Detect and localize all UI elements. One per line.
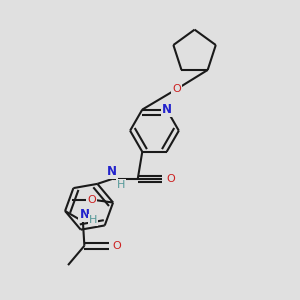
Text: O: O <box>113 241 122 251</box>
Text: O: O <box>166 173 175 184</box>
Text: O: O <box>87 195 96 205</box>
Text: N: N <box>80 208 89 221</box>
Text: H: H <box>117 180 125 190</box>
Text: H: H <box>89 215 98 225</box>
Text: N: N <box>162 103 172 116</box>
Text: N: N <box>107 166 117 178</box>
Text: O: O <box>172 84 181 94</box>
